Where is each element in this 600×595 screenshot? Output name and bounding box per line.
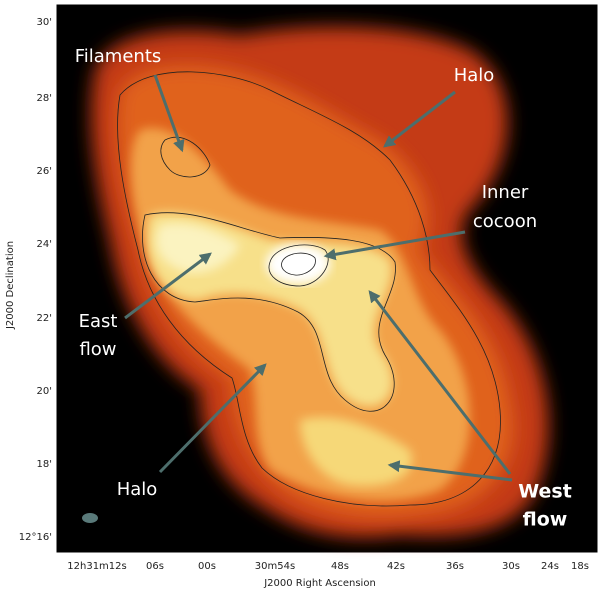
label-inner-cocoon: cocoon [473,211,537,232]
y-tick-label: 18' [37,459,52,470]
x-tick-label: 30m54s [255,561,295,572]
label-west-flow: flow [523,509,568,531]
y-tick-label: 12°16' [19,532,52,543]
y-axis: 30' 28' 26' 24' 22' 20' 18' 12°16' J2000… [5,17,52,543]
arrow [368,290,512,475]
x-tick-label: 00s [198,561,216,572]
y-tick-label: 30' [37,17,52,28]
x-tick-label: 36s [446,561,464,572]
label-halo: Halo [454,65,495,86]
radio-emission [82,26,549,538]
arrow [124,252,212,320]
x-tick-label: 06s [146,561,164,572]
y-tick-label: 28' [37,93,52,104]
label-west-flow: West [518,481,572,503]
arrow [383,90,456,148]
x-axis-title: J2000 Right Ascension [263,578,376,589]
x-tick-label: 30s [502,561,520,572]
label-filaments: Filaments [75,46,162,67]
arrow [153,74,185,153]
x-tick-label: 12h31m12s [67,561,126,572]
arrow [387,460,513,482]
label-halo: Halo [117,479,158,500]
x-tick-label: 42s [387,561,405,572]
label-east-flow: flow [79,339,116,360]
label-inner-cocoon: Inner [482,182,529,203]
x-axis: 12h31m12s 06s 00s 30m54s 48s 42s 36s 30s… [67,561,589,589]
annotations: Filaments Halo Inner cocoon East flow Ha… [75,46,572,531]
arrow [158,363,267,474]
y-tick-label: 22' [37,313,52,324]
x-tick-label: 24s [541,561,559,572]
y-tick-label: 24' [37,239,52,250]
arrow [323,230,466,261]
y-tick-label: 20' [37,386,52,397]
y-axis-title: J2000 Declination [5,241,16,330]
y-tick-label: 26' [37,166,52,177]
x-tick-label: 18s [571,561,589,572]
x-tick-label: 48s [331,561,349,572]
label-east-flow: East [79,311,118,332]
